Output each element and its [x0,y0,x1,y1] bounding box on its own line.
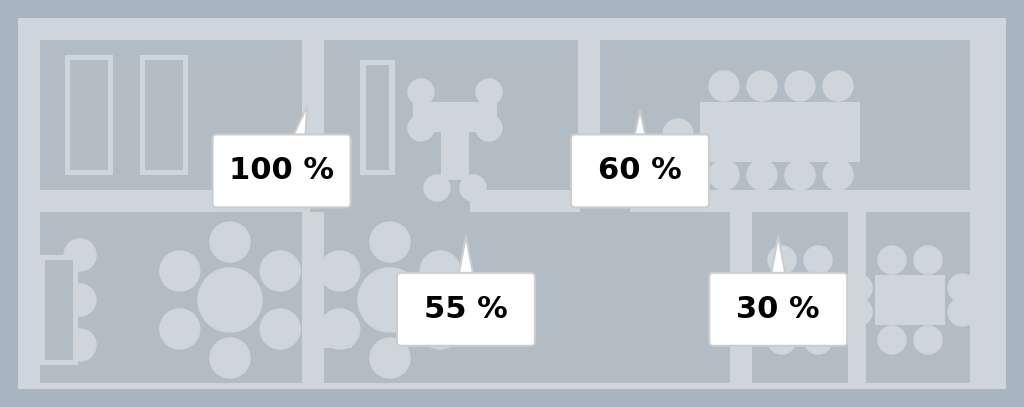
Circle shape [424,175,450,201]
Bar [140,55,188,175]
Circle shape [768,246,796,274]
Circle shape [878,246,906,274]
Bar [730,212,752,383]
Bar [970,18,1006,389]
Polygon shape [758,236,799,342]
Circle shape [914,326,942,354]
Circle shape [63,284,96,316]
Bar [580,190,630,212]
Bar [852,212,970,383]
Circle shape [785,71,815,101]
Bar [366,65,389,170]
Bar [18,18,40,389]
Bar [874,275,945,325]
Circle shape [198,268,262,332]
Bar [302,212,324,383]
Circle shape [785,160,815,190]
Bar [45,260,73,360]
Bar [765,275,835,325]
Bar [40,255,78,365]
Bar [310,190,470,212]
Text: 55 %: 55 % [424,295,508,324]
Bar [441,130,469,180]
Bar [447,336,484,344]
Bar [578,40,600,190]
Circle shape [370,338,410,378]
Bar [848,212,866,383]
Circle shape [358,268,422,332]
Circle shape [709,71,739,101]
Circle shape [420,309,460,349]
Circle shape [160,251,200,291]
Bar [70,60,108,170]
Text: 60 %: 60 % [598,156,682,186]
Circle shape [210,222,250,262]
Circle shape [734,298,762,326]
Circle shape [734,274,762,302]
Circle shape [408,79,434,105]
Circle shape [319,251,359,291]
Circle shape [948,298,976,326]
Circle shape [838,274,866,302]
Polygon shape [620,110,660,204]
Circle shape [768,326,796,354]
Circle shape [823,160,853,190]
Bar [40,190,970,212]
Bar [65,55,113,175]
Circle shape [746,71,777,101]
Circle shape [844,274,872,302]
Bar [145,60,183,170]
Bar [324,40,578,190]
Circle shape [804,326,831,354]
Circle shape [914,246,942,274]
Circle shape [823,71,853,101]
Circle shape [709,160,739,190]
Bar [302,330,352,348]
Circle shape [460,175,486,201]
Circle shape [844,298,872,326]
Circle shape [260,251,300,291]
Bar [622,197,658,206]
Circle shape [804,246,831,274]
Circle shape [63,239,96,271]
Bar [360,60,395,175]
Bar [324,212,730,383]
FancyBboxPatch shape [213,134,350,208]
Bar [40,212,302,383]
FancyBboxPatch shape [710,273,847,346]
Bar [760,336,797,344]
Circle shape [663,119,693,149]
Circle shape [838,298,866,326]
Bar [302,40,324,190]
Bar [18,18,1006,40]
FancyBboxPatch shape [571,134,709,208]
Circle shape [370,222,410,262]
Bar [600,40,970,190]
Circle shape [420,251,460,291]
Bar [700,102,860,162]
Text: 30 %: 30 % [736,295,820,324]
Circle shape [476,115,502,141]
Bar [752,212,852,383]
Polygon shape [261,106,307,204]
Circle shape [408,115,434,141]
Circle shape [260,309,300,349]
Circle shape [948,274,976,302]
FancyBboxPatch shape [397,273,535,346]
Bar [40,40,302,190]
Text: 100 %: 100 % [229,156,334,186]
Bar [18,371,1006,389]
Circle shape [746,160,777,190]
Circle shape [160,309,200,349]
Circle shape [476,79,502,105]
Circle shape [319,309,359,349]
Bar [263,197,300,206]
Polygon shape [445,236,486,342]
Circle shape [878,326,906,354]
Circle shape [210,338,250,378]
Circle shape [63,329,96,361]
Bar [302,212,324,262]
Bar [413,102,497,132]
